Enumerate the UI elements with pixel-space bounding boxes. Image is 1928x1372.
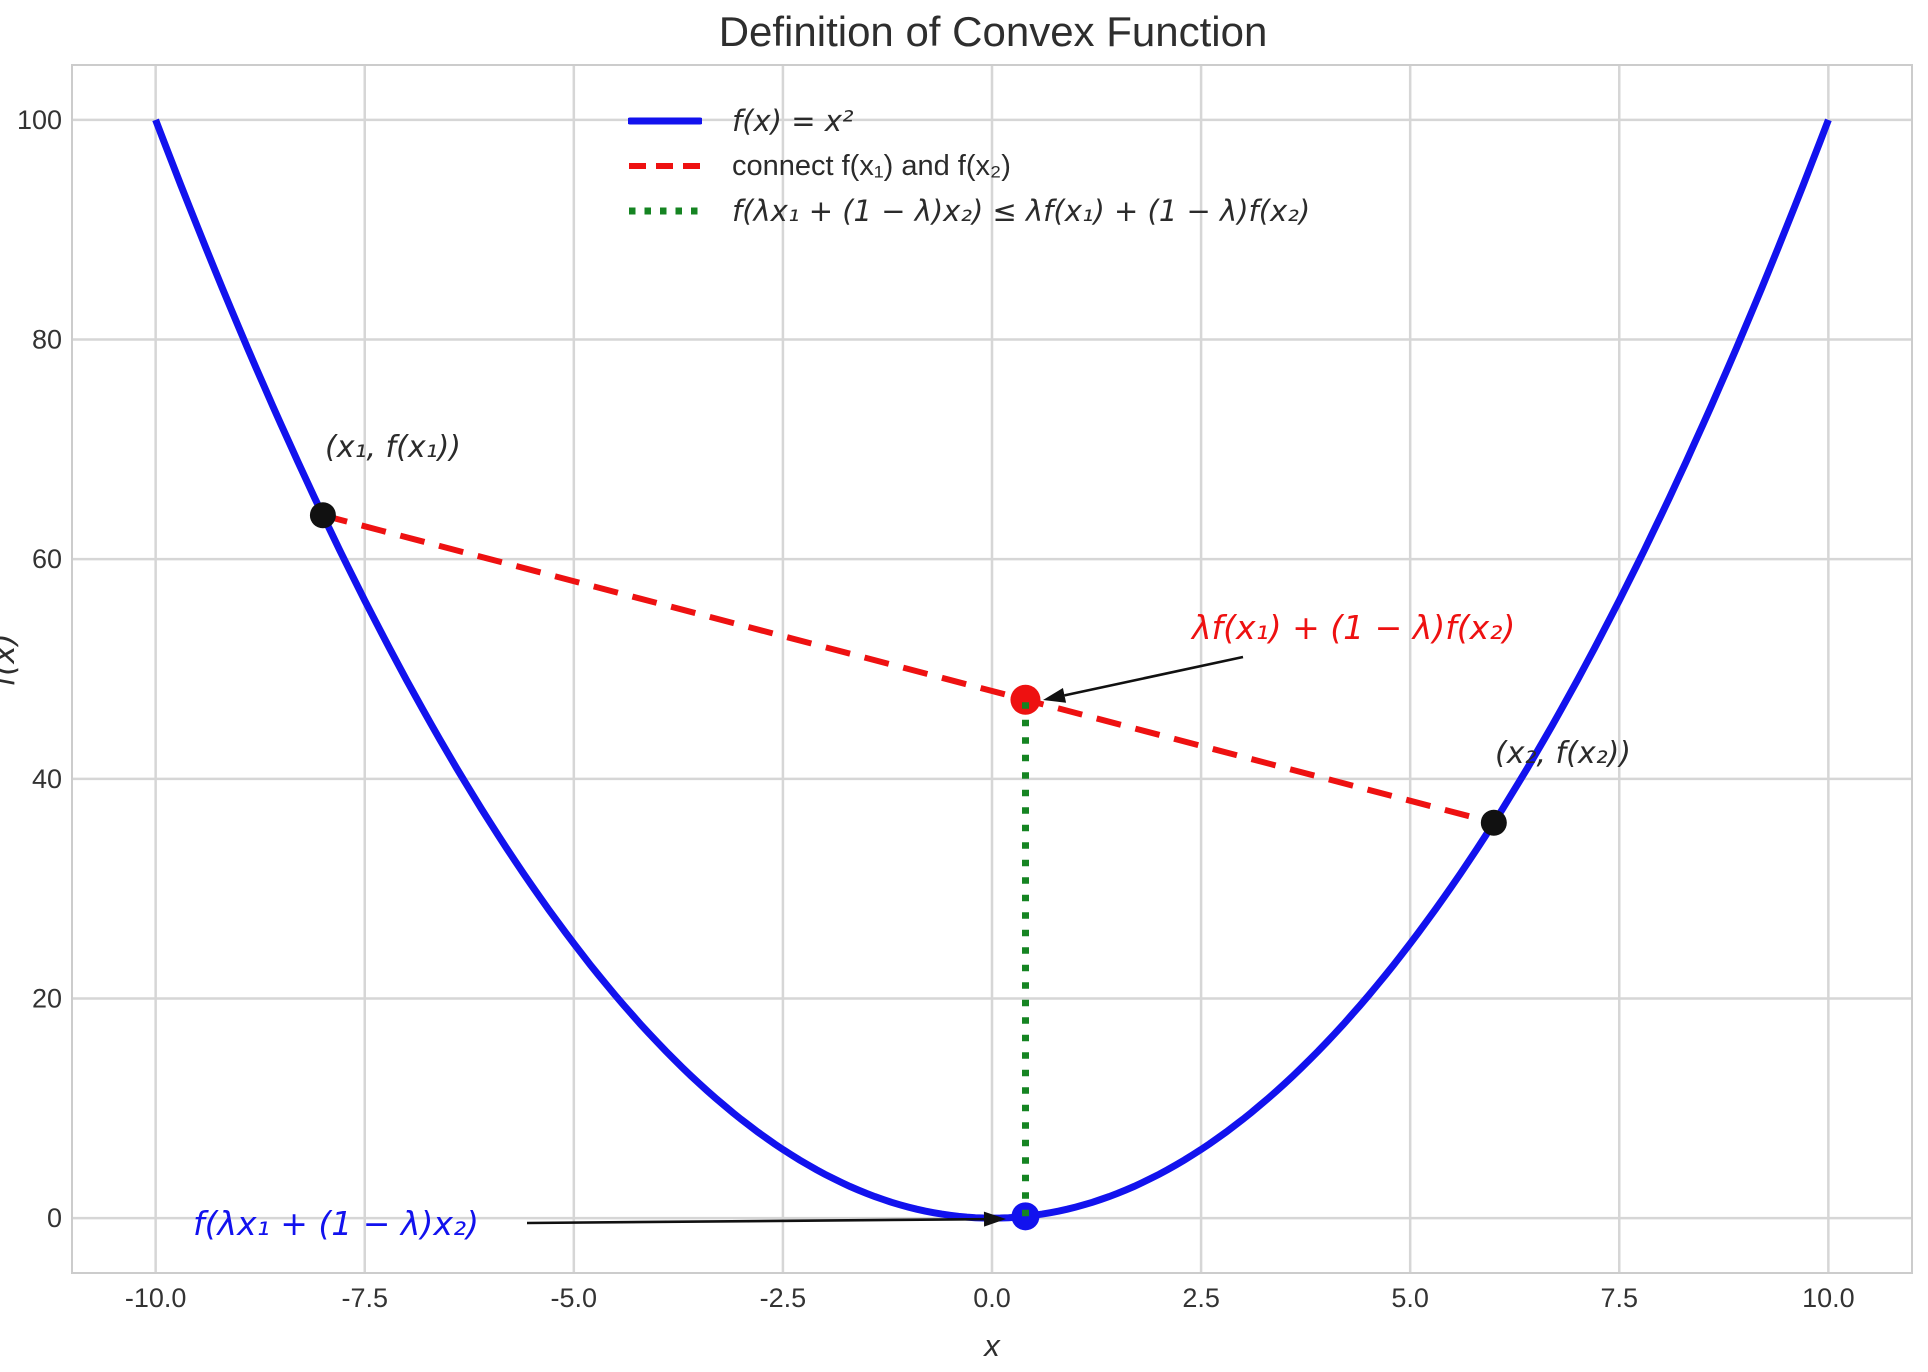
x-tick-label: 5.0 (1391, 1283, 1429, 1313)
annotation-arrow (526, 1217, 985, 1225)
x-tick-label: 0.0 (973, 1283, 1011, 1313)
legend-item-chord: connect f(x₁) and f(x₂) (628, 149, 1310, 183)
annotation-chord-value: λf(x₁) + (1 − λ)f(x₂) (1192, 608, 1516, 647)
axes-spines (71, 64, 1913, 1274)
annotation-arrowhead (983, 1211, 1006, 1227)
x-tick-label: 7.5 (1600, 1283, 1638, 1313)
annotation-arrow (1064, 655, 1244, 697)
data-point-p2 (1480, 809, 1507, 836)
x-tick-label: -2.5 (760, 1283, 807, 1313)
y-tick-label: 0 (47, 1203, 62, 1233)
x-tick-label: -7.5 (341, 1283, 388, 1313)
x-tick-label: -10.0 (125, 1283, 187, 1313)
legend-label-chord: connect f(x₁) and f(x₂) (732, 149, 1011, 182)
chord-line (322, 512, 1495, 826)
y-axis-label: f(x) (0, 633, 22, 687)
legend-sample-dashed-line (629, 163, 702, 169)
legend-label-inequality: f(λx₁ + (1 − λ)x₂) ≤ λf(x₁) + (1 − λ)f(x… (732, 194, 1311, 228)
data-point-p1 (309, 502, 336, 529)
annotation-function-value: f(λx₁ + (1 − λ)x₂) (193, 1204, 479, 1243)
legend-item-curve: f(x) = x² (628, 104, 1310, 138)
x-axis-label: x (984, 1328, 1000, 1363)
point-label-x1: (x₁, f(x₁)) (325, 430, 462, 465)
chart-title: Definition of Convex Function (718, 8, 1268, 55)
x-tick-label: 2.5 (1182, 1283, 1220, 1313)
x-tick-label: -5.0 (551, 1283, 598, 1313)
legend-sample-dotted-line (629, 207, 702, 215)
y-tick-label: 80 (32, 325, 62, 355)
y-tick-label: 20 (32, 983, 62, 1013)
y-tick-label: 60 (32, 544, 62, 574)
y-tick-label: 100 (17, 105, 62, 135)
annotation-arrowhead (1043, 688, 1067, 703)
data-point-curve-point (1011, 1202, 1040, 1231)
point-label-x2: (x₂, f(x₂)) (1495, 736, 1632, 771)
data-point-chord-point (1010, 684, 1041, 715)
legend-label-curve: f(x) = x² (732, 104, 854, 138)
legend-sample-solid-line (628, 117, 702, 125)
y-tick-label: 40 (32, 764, 62, 794)
x-tick-label: 10.0 (1802, 1283, 1855, 1313)
legend-item-inequality: f(λx₁ + (1 − λ)x₂) ≤ λf(x₁) + (1 − λ)f(x… (628, 194, 1310, 228)
legend: f(x) = x² connect f(x₁) and f(x₂) f(λx₁ … (628, 104, 1310, 239)
